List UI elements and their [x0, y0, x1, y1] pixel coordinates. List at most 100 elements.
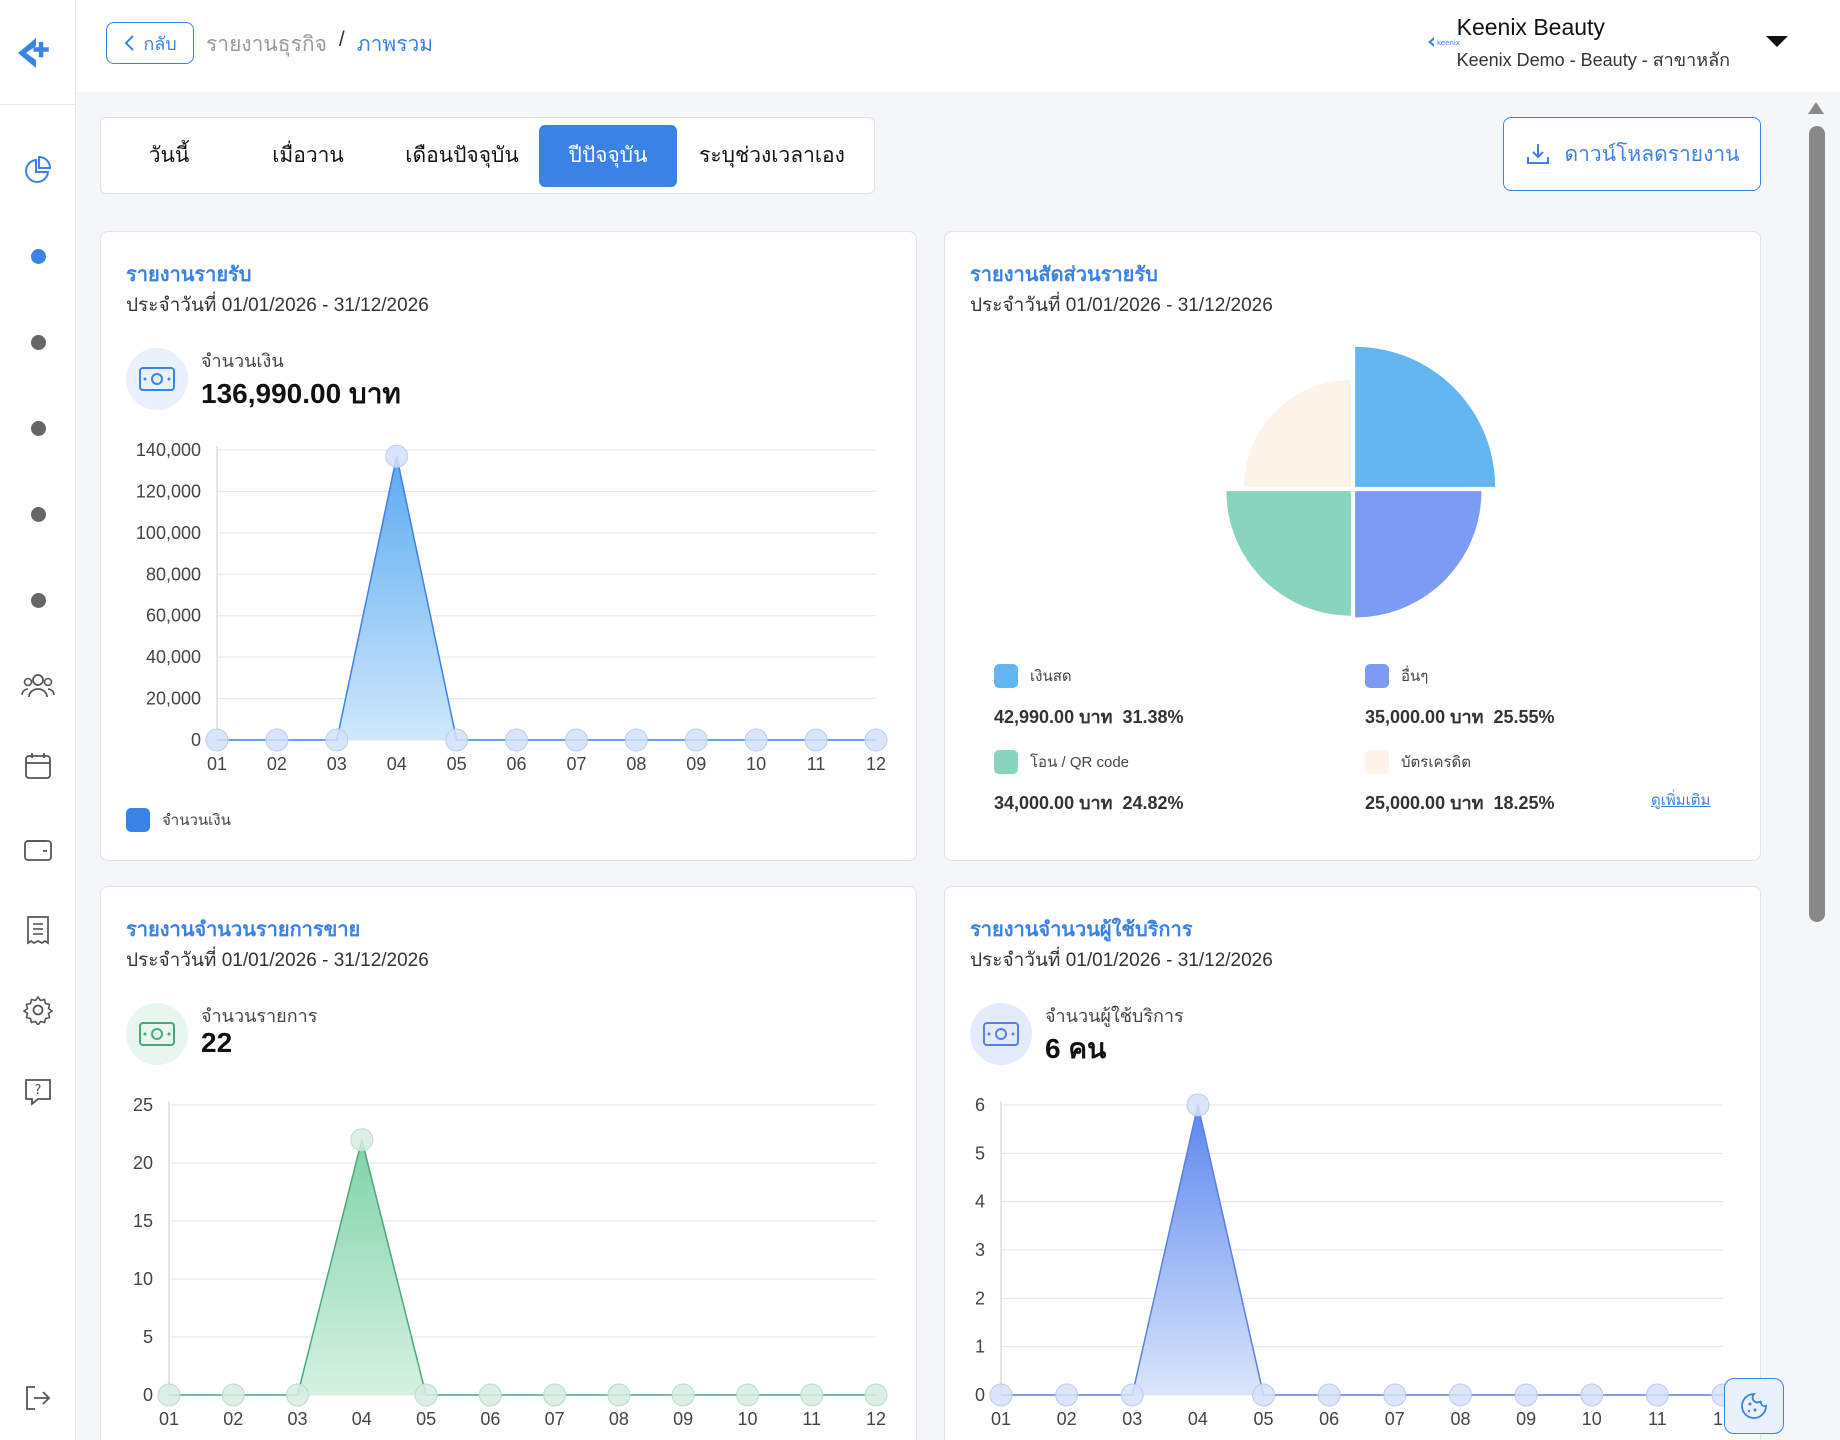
data-point [989, 1383, 1013, 1407]
chart-legend[interactable]: จำนวนเงิน [126, 808, 231, 832]
x-tick-label: 07 [1385, 1409, 1405, 1429]
data-point [864, 728, 888, 752]
x-tick-label: 12 [866, 754, 886, 774]
see-more-link[interactable]: ดูเพิ่มเติม [1651, 792, 1711, 809]
sidebar-item-help[interactable]: ? [18, 1072, 58, 1112]
income-share-card: รายงานสัดส่วนรายรับ ประจำวันที่ 01/01/20… [944, 231, 1761, 861]
business-logo: keenix [1426, 32, 1460, 52]
data-point [1448, 1383, 1472, 1407]
app-logo[interactable] [14, 30, 60, 76]
download-icon [1526, 144, 1549, 164]
sidebar-item-wallet[interactable] [18, 830, 58, 870]
data-point [1252, 1383, 1276, 1407]
pie-legend-item: อื่นๆ 35,000.00 บาท 25.55% [1365, 664, 1555, 731]
sidebar-item-receipt[interactable] [18, 910, 58, 950]
period-tabs: วันนี้ เมื่อวาน เดือนปัจจุบัน ปีปัจจุบัน… [100, 117, 875, 194]
download-report-button[interactable]: ดาวน์โหลดรายงาน [1503, 117, 1761, 191]
sidebar-item-1[interactable] [18, 236, 58, 276]
cookie-icon [1741, 1393, 1767, 1419]
data-point [1186, 1093, 1210, 1117]
wallet-icon [24, 840, 52, 861]
card-title: รายงานจำนวนผู้ใช้บริการ [970, 919, 1193, 941]
y-tick-label: 100,000 [136, 523, 201, 543]
legend-swatch [126, 808, 150, 832]
data-point [385, 444, 409, 468]
sidebar-item-settings[interactable] [18, 990, 58, 1030]
card-title: รายงานจำนวนรายการขาย [126, 919, 361, 941]
breadcrumb-current: ภาพรวม [356, 33, 434, 56]
money-icon [983, 1022, 1019, 1046]
kpi-value: 136,990.00 บาท [201, 378, 401, 409]
sidebar-item-calendar[interactable] [18, 746, 58, 786]
back-button[interactable]: กลับ [106, 22, 194, 64]
sidebar-item-overview[interactable] [18, 150, 58, 190]
income-area-chart: 0 20,000 40,000 60,000 80,000 100,000 120,000 1… [136, 440, 888, 774]
sidebar-item-3[interactable] [18, 408, 58, 448]
x-tick-label: 08 [609, 1409, 629, 1429]
breadcrumb-parent[interactable]: รายงานธุรกิจ [206, 33, 327, 56]
sidebar-item-customers[interactable] [18, 666, 58, 706]
sidebar-item-2[interactable] [18, 322, 58, 362]
tab-current-year[interactable]: ปีปัจจุบัน [539, 124, 677, 187]
y-tick-label: 2 [975, 1288, 985, 1308]
tab-today[interactable]: วันนี้ [148, 144, 190, 167]
card-date-range: ประจำวันที่ 01/01/2026 - 31/12/2026 [126, 295, 429, 316]
x-tick-label: 01 [207, 754, 227, 774]
legend-label: บัตรเครดิต [1401, 754, 1472, 771]
y-tick-label: 20 [133, 1153, 153, 1173]
x-tick-label: 11 [802, 1409, 821, 1429]
y-tick-label: 80,000 [146, 564, 201, 584]
sidebar-item-5[interactable] [18, 580, 58, 620]
gear-icon [23, 995, 53, 1025]
y-tick-label: 25 [133, 1095, 153, 1115]
sidebar: ? [0, 0, 76, 1440]
svg-text:keenix: keenix [1437, 39, 1460, 47]
kpi-label: จำนวนผู้ใช้บริการ [1045, 1006, 1184, 1026]
breadcrumb-separator: / [338, 28, 345, 51]
data-point [1514, 1383, 1538, 1407]
sidebar-item-4[interactable] [18, 494, 58, 534]
x-tick-label: 03 [1122, 1409, 1142, 1429]
cookie-settings-button[interactable] [1724, 1378, 1784, 1434]
data-point [350, 1128, 374, 1152]
sidebar-divider [0, 104, 76, 105]
x-tick-label: 02 [223, 1409, 243, 1429]
kpi-icon-wrapper [970, 1003, 1032, 1065]
card-date-range: ประจำวันที่ 01/01/2026 - 31/12/2026 [970, 295, 1273, 316]
x-tick-label: 01 [159, 1409, 179, 1429]
y-tick-label: 5 [143, 1327, 153, 1347]
legend-percent: 18.25% [1493, 793, 1555, 813]
data-point [505, 728, 529, 752]
card-date-range: ประจำวันที่ 01/01/2026 - 31/12/2026 [970, 950, 1273, 971]
caret-down-icon[interactable] [1766, 36, 1788, 47]
tab-current-month[interactable]: เดือนปัจจุบัน [405, 144, 519, 167]
data-point [735, 1383, 759, 1407]
breadcrumb: รายงานธุรกิจ / ภาพรวม [206, 28, 433, 61]
tab-custom-range[interactable]: ระบุช่วงเวลาเอง [699, 144, 845, 167]
pie-legend-item: บัตรเครดิต 25,000.00 บาท 18.25% [1365, 750, 1555, 817]
top-header: กลับ รายงานธุรกิจ / ภาพรวม keenix Keenix… [76, 0, 1840, 92]
series-line [217, 456, 876, 741]
kpi-label: จำนวนรายการ [201, 1006, 318, 1026]
sales-count-card: รายงานจำนวนรายการขาย ประจำวันที่ 01/01/2… [100, 886, 917, 1440]
y-tick-label: 20,000 [146, 689, 201, 709]
x-tick-label: 08 [1450, 1409, 1470, 1429]
nav-dot-icon [30, 420, 46, 436]
sidebar-item-logout[interactable] [18, 1378, 58, 1418]
money-icon [139, 367, 175, 391]
scrollbar-thumb[interactable] [1809, 126, 1825, 922]
data-point [325, 728, 349, 752]
x-tick-label: 02 [1057, 1409, 1077, 1429]
y-tick-label: 40,000 [146, 647, 201, 667]
card-date-range: ประจำวันที่ 01/01/2026 - 31/12/2026 [126, 950, 429, 971]
business-selector[interactable]: Keenix Beauty Keenix Demo - Beauty - สาข… [1457, 14, 1730, 74]
legend-swatch [1365, 750, 1389, 774]
nav-dot-icon [30, 506, 46, 522]
y-tick-label: 1 [975, 1337, 985, 1357]
business-name: Keenix Beauty [1456, 14, 1605, 40]
x-tick-label: 06 [507, 754, 527, 774]
scroll-up-arrow[interactable] [1808, 102, 1824, 114]
nav-dot-icon [30, 334, 46, 350]
tab-yesterday[interactable]: เมื่อวาน [272, 144, 344, 167]
